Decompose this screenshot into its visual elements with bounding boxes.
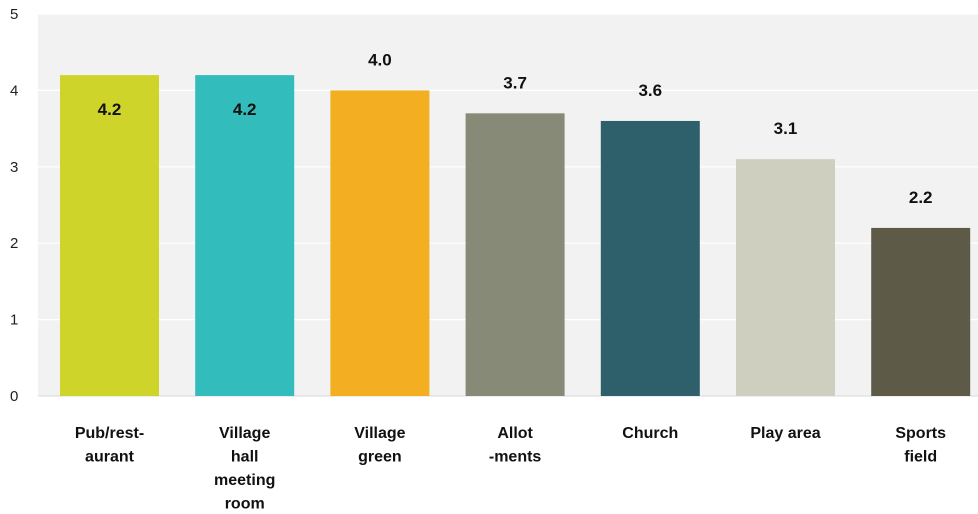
x-tick-label: -ments <box>489 449 542 466</box>
data-label: 2.2 <box>909 188 933 207</box>
x-tick-label: Village <box>354 425 405 442</box>
data-label: 3.7 <box>503 73 527 92</box>
bars <box>60 75 971 397</box>
bar <box>60 75 159 397</box>
y-tick-label: 0 <box>10 388 18 405</box>
x-tick-label: Village <box>219 425 270 442</box>
y-tick-label: 3 <box>10 159 18 176</box>
x-tick-label: Play area <box>750 425 820 442</box>
y-tick-label: 5 <box>10 6 18 23</box>
x-axis: Pub/rest-aurant Village hall meeting room Vil… <box>75 425 946 513</box>
bar <box>736 159 835 396</box>
x-tick-label: meeting <box>214 472 275 489</box>
data-label: 4.0 <box>368 50 392 69</box>
data-label: 4.2 <box>98 100 122 119</box>
x-tick-label: hall <box>231 449 259 466</box>
bar <box>600 120 700 397</box>
y-tick-label: 1 <box>10 312 18 329</box>
bar <box>330 90 430 397</box>
x-tick-label: Allot <box>497 425 533 442</box>
value-labels: 4.2 4.2 4.0 3.7 3.6 3.1 2.2 <box>98 50 933 207</box>
x-tick-label: room <box>225 496 265 513</box>
bar <box>871 227 971 396</box>
x-tick-label: Church <box>622 425 678 442</box>
x-tick-label: aurant <box>85 449 135 466</box>
data-label: 3.1 <box>774 119 798 138</box>
data-label: 4.2 <box>233 100 257 119</box>
x-tick-label: Sports <box>895 425 946 442</box>
data-label: 3.6 <box>638 81 662 100</box>
x-tick-label: green <box>358 449 402 466</box>
x-tick-label: field <box>904 449 937 466</box>
bar <box>195 75 295 397</box>
y-tick-label: 4 <box>10 82 18 99</box>
x-tick-label: Pub/rest- <box>75 425 144 442</box>
y-tick-label: 2 <box>10 235 18 252</box>
bar <box>465 113 565 396</box>
